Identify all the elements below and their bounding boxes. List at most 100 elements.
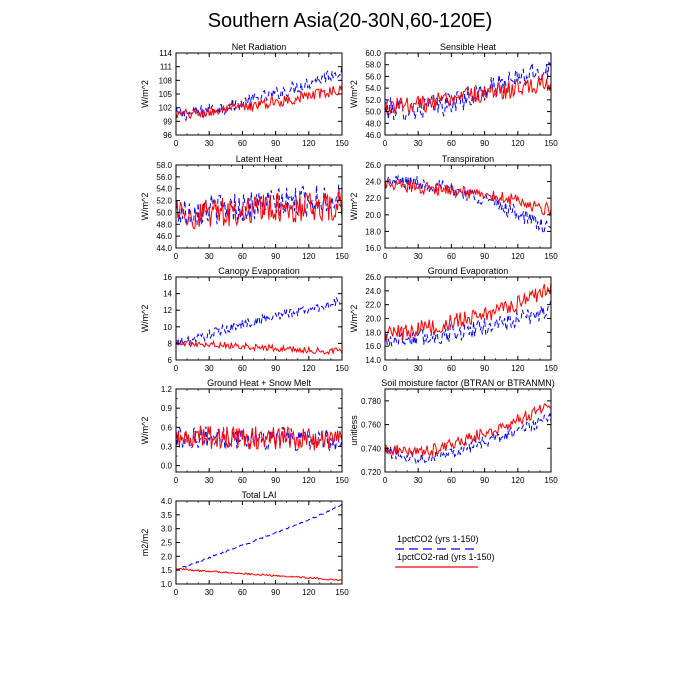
plot-frame <box>384 388 552 473</box>
x-tick-label: 120 <box>302 252 316 261</box>
y-tick-label: 0.740 <box>361 444 382 453</box>
x-tick-label: 0 <box>174 252 179 261</box>
y-tick-label: 16.0 <box>365 244 381 253</box>
x-tick-label: 90 <box>271 588 280 597</box>
x-tick-label: 90 <box>271 476 280 485</box>
x-tick-label: 0 <box>174 364 179 373</box>
y-tick-label: 24.0 <box>365 287 381 296</box>
x-tick-label: 30 <box>205 364 214 373</box>
panel-4: Canopy Evaporation W/m^2 0 30 60 90 120 150 6 8 10… <box>140 266 349 373</box>
y-tick-label: 58.0 <box>156 161 172 170</box>
x-tick-label: 30 <box>414 139 423 148</box>
x-tick-label: 60 <box>238 588 247 597</box>
y-tick-label: 20.0 <box>365 211 381 220</box>
x-tick-label: 0 <box>383 476 388 485</box>
panel-title: Total LAI <box>241 490 276 500</box>
series-1pctco2-line <box>385 412 551 465</box>
x-tick-label: 30 <box>414 476 423 485</box>
series-1pctco2-line <box>176 503 342 571</box>
legend-label: 1pctCO2-rad (yrs 1-150) <box>397 552 495 562</box>
x-tick-label: 90 <box>480 476 489 485</box>
y-tick-label: 3.5 <box>161 511 173 520</box>
x-tick-label: 120 <box>302 139 316 148</box>
y-axis-label: W/m^2 <box>140 80 150 108</box>
y-tick-label: 10 <box>163 323 172 332</box>
y-tick-label: 1.0 <box>161 580 173 589</box>
y-tick-label: 18.0 <box>365 328 381 337</box>
y-tick-label: 0.780 <box>361 397 382 406</box>
y-tick-label: 0.9 <box>161 404 173 413</box>
x-tick-label: 60 <box>238 252 247 261</box>
series-1pctco2-rad-line <box>385 178 551 216</box>
series-1pctco2-rad-line <box>176 189 342 230</box>
y-tick-label: 6 <box>168 356 173 365</box>
y-axis-label: unitless <box>349 415 359 446</box>
x-tick-label: 150 <box>544 364 558 373</box>
y-tick-label: 52.0 <box>365 96 381 105</box>
y-axis-label: W/m^2 <box>349 193 359 221</box>
y-tick-label: 60.0 <box>365 49 381 58</box>
y-axis-label: W/m^2 <box>349 80 359 108</box>
y-tick-label: 56.0 <box>156 173 172 182</box>
x-tick-label: 60 <box>447 252 456 261</box>
y-tick-label: 52.0 <box>156 197 172 206</box>
y-tick-label: 4.0 <box>161 497 173 506</box>
x-tick-label: 150 <box>335 252 349 261</box>
panel-8: Total LAI m2/m2 0 30 60 90 120 150 1.0 1.5 2.0 2.5 3… <box>140 490 349 597</box>
y-tick-label: 1.5 <box>161 566 173 575</box>
x-tick-label: 90 <box>480 252 489 261</box>
y-tick-label: 54.0 <box>156 185 172 194</box>
panel-2: Latent Heat W/m^2 0 30 60 90 120 150 44.0 46.0 48.… <box>140 154 349 261</box>
y-tick-label: 16 <box>163 273 172 282</box>
y-tick-label: 26.0 <box>365 161 381 170</box>
y-tick-label: 22.0 <box>365 194 381 203</box>
series-1pctco2-rad-line <box>176 425 342 451</box>
x-tick-label: 30 <box>205 252 214 261</box>
x-tick-label: 60 <box>447 364 456 373</box>
y-tick-label: 0.3 <box>161 442 173 451</box>
x-tick-label: 150 <box>335 476 349 485</box>
panel-title: Canopy Evaporation <box>218 266 300 276</box>
plot-frame <box>175 276 343 361</box>
y-tick-label: 99 <box>163 117 172 126</box>
y-tick-label: 56.0 <box>365 72 381 81</box>
x-tick-label: 0 <box>174 588 179 597</box>
x-tick-label: 120 <box>511 252 525 261</box>
series-1pctco2-rad-line <box>176 85 342 119</box>
y-axis-label: m2/m2 <box>140 529 150 557</box>
y-tick-label: 2.5 <box>161 539 173 548</box>
y-tick-label: 58.0 <box>365 61 381 70</box>
legend: 1pctCO2 (yrs 1-150) 1pctCO2-rad (yrs 1-15… <box>395 534 495 568</box>
y-tick-label: 50.0 <box>365 108 381 117</box>
y-tick-label: 14 <box>163 290 172 299</box>
x-tick-label: 120 <box>302 476 316 485</box>
series-1pctco2-rad-line <box>385 74 551 116</box>
x-tick-label: 0 <box>174 476 179 485</box>
x-tick-label: 90 <box>271 364 280 373</box>
y-tick-label: 3.0 <box>161 525 173 534</box>
x-tick-label: 150 <box>544 476 558 485</box>
y-tick-label: 46.0 <box>365 131 381 140</box>
y-tick-label: 111 <box>160 63 173 72</box>
panel-0: Net Radiation W/m^2 0 30 60 90 120 150 96 99 102 10… <box>140 42 349 148</box>
x-tick-label: 150 <box>544 139 558 148</box>
panel-7: Soil moisture factor (BTRAN or BTRANMN) u… <box>349 378 558 485</box>
panel-title: Net Radiation <box>232 42 287 52</box>
y-axis-label: W/m^2 <box>140 305 150 333</box>
y-tick-label: 0.760 <box>361 421 382 430</box>
x-tick-label: 120 <box>511 476 525 485</box>
x-tick-label: 150 <box>335 588 349 597</box>
x-tick-label: 150 <box>335 139 349 148</box>
x-tick-label: 30 <box>414 252 423 261</box>
x-tick-label: 120 <box>511 364 525 373</box>
panel-title: Ground Evaporation <box>428 266 509 276</box>
y-tick-label: 12 <box>163 306 172 315</box>
x-tick-label: 0 <box>174 139 179 148</box>
x-tick-label: 120 <box>302 364 316 373</box>
plot-frame <box>175 52 343 136</box>
y-tick-label: 22.0 <box>365 301 381 310</box>
series-1pctco2-rad-line <box>176 339 342 356</box>
x-tick-label: 90 <box>271 139 280 148</box>
x-tick-label: 120 <box>511 139 525 148</box>
